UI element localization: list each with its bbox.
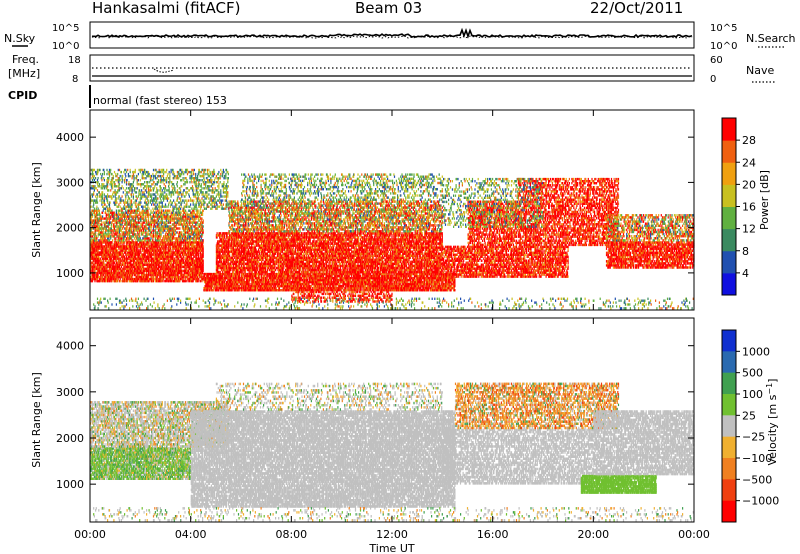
power-cell — [110, 243, 111, 245]
freq-panel: Freq. [MHz] 18 8 60 0 Nave — [8, 53, 776, 85]
freq-tick-bottom: 8 — [72, 74, 78, 85]
freq-label-1: Freq. — [12, 53, 39, 66]
nave-tick-top: 60 — [710, 55, 723, 66]
noise-left-tick-top: 10^5 — [52, 23, 79, 34]
power-cell — [111, 278, 112, 280]
power-cell — [111, 243, 112, 245]
power-cell — [103, 262, 104, 264]
power-cell — [111, 262, 112, 264]
noise-right-label: N.Search — [746, 32, 796, 45]
noise-right-tick-top: 10^5 — [710, 23, 737, 34]
power-cell — [110, 249, 111, 251]
power-cell — [99, 276, 100, 278]
cpid-text: normal (fast stereo) 153 — [93, 94, 227, 107]
power-cell — [101, 243, 102, 245]
noise-left-tick-bottom: 10^0 — [52, 41, 79, 52]
freq-dip — [154, 69, 174, 72]
power-cell — [120, 278, 121, 280]
freq-label-2: [MHz] — [8, 67, 40, 80]
nave-label: Nave — [746, 64, 774, 77]
power-cell — [105, 264, 106, 266]
beam-title: Beam 03 — [355, 0, 422, 17]
power-cell — [118, 278, 119, 280]
cpid-label: CPID — [8, 89, 37, 102]
power-cell — [113, 256, 114, 258]
power-cell — [98, 272, 99, 274]
power-cell — [110, 262, 111, 264]
date-title: 22/Oct/2011 — [590, 0, 683, 17]
noise-right-tick-bottom: 10^0 — [710, 41, 737, 52]
power-cell — [111, 256, 112, 258]
noise-left-label: N.Sky — [4, 32, 36, 45]
freq-tick-top: 18 — [68, 55, 81, 66]
noise-panel: N.Sky 10^5 10^0 10^5 10^0 N.Search — [4, 22, 796, 52]
power-cell — [108, 260, 109, 262]
noise-sky-series — [92, 30, 692, 37]
power-data — [90, 169, 695, 310]
station-title: Hankasalmi (fitACF) — [92, 0, 240, 17]
rti-plot: Hankasalmi (fitACF) Beam 03 22/Oct/2011 … — [0, 0, 800, 554]
power-cell — [115, 264, 116, 266]
power-cell — [118, 243, 119, 245]
power-cell — [113, 272, 114, 274]
power-cell — [101, 260, 102, 262]
power-cell — [111, 253, 112, 255]
nave-tick-bottom: 0 — [710, 74, 716, 85]
